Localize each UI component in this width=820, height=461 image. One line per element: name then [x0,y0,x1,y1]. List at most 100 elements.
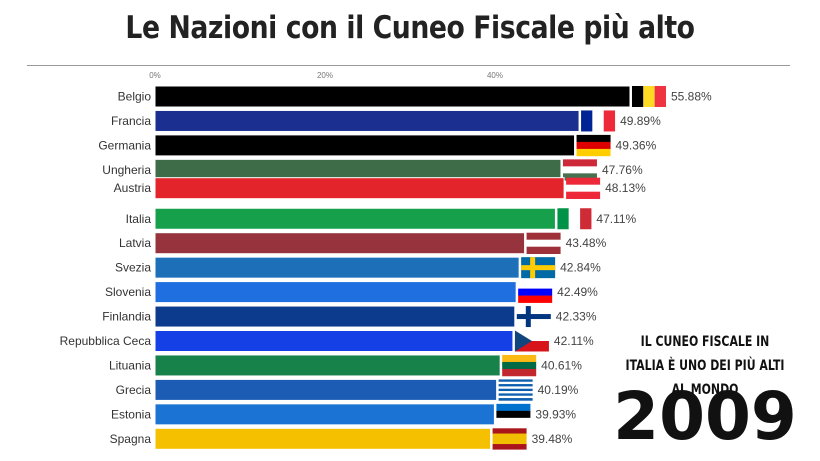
bar [154,354,501,377]
category-label: Belgio [118,90,152,104]
value-label: 40.19% [538,383,579,397]
flag-stripe [496,410,531,419]
category-label: Francia [111,114,151,128]
flag-stripe [498,388,533,392]
category-label: Slovenia [105,285,151,299]
flag-stripe [492,444,527,450]
flag-stripe [492,433,527,440]
flag-icon [516,306,551,328]
flag-stripe [557,208,569,230]
flag-icon [581,110,616,132]
category-label: Repubblica Ceca [60,334,152,348]
annotation-text: IL CUNEO FISCALE IN ITALIA È UNO DEI PIÙ… [625,334,785,398]
category-label: Germania [98,138,151,152]
flag-icon [526,232,561,254]
flag-stripe [576,134,611,143]
flag-stripe [576,141,611,150]
bar [154,305,516,328]
value-label: 39.93% [535,407,576,421]
flag-icon [498,379,533,401]
value-label: 48.13% [605,181,646,195]
value-label: 55.88% [671,90,712,104]
flag-stripe [562,159,597,167]
flag-stripe [576,148,611,157]
bar-row: Finlandia 42.33% [102,305,597,328]
flag-stripe [568,208,581,230]
flag-icon [518,281,553,303]
x-tick-label: 20% [317,71,333,80]
flag-stripe [518,288,553,296]
flag-triangle [514,330,532,352]
value-label: 47.76% [602,163,643,177]
flag-stripe [514,341,549,352]
flag-stripe [498,391,533,394]
bar [154,134,576,157]
bar-row: Svezia 42.84% [115,256,601,279]
flag-stripe [643,86,655,107]
bar [154,330,514,352]
flag-stripe [592,110,604,132]
flag-stripe [562,173,597,181]
bar-row: Ungheria 47.76% [102,158,643,181]
flag-cross [521,265,556,271]
flag-icon [566,177,601,199]
value-label: 40.61% [541,358,582,372]
flag-icon [576,134,611,157]
flag-icon [496,403,531,426]
category-label: Latvia [119,236,151,250]
value-label: 43.48% [566,236,607,250]
bar [154,207,556,230]
flag-stripe [498,379,533,383]
flag-icon [514,330,549,352]
value-label: 42.49% [557,285,598,299]
category-label: Estonia [111,407,151,421]
flag-stripe [526,246,561,254]
flag-stripe [498,384,533,387]
bar [154,378,498,401]
x-tick-label: 0% [149,71,161,80]
flag-stripe [502,368,537,377]
category-label: Svezia [115,261,151,275]
bar [154,281,517,304]
flag-stripe [518,281,553,289]
flag-stripe [603,110,616,132]
bar-row: Francia 49.89% [111,109,661,132]
category-label: Spagna [110,432,152,446]
flag-stripe [566,184,601,192]
bar-row: Germania 49.36% [98,134,657,157]
flag-stripe [498,381,533,385]
bar-row: Grecia 40.19% [116,378,579,401]
bar-row: Latvia 43.48% [119,232,607,255]
bar-row: Belgio 55.88% [118,85,712,108]
category-label: Finlandia [102,310,151,324]
flag-stripe [498,386,533,390]
bar-row: Estonia 39.93% [111,403,576,426]
value-label: 42.84% [560,261,601,275]
bar-row: Spagna 39.48% [110,427,573,450]
flag-stripe [566,177,601,185]
flag-stripe [496,417,531,426]
value-label: 47.11% [596,212,636,226]
bar-row: Repubblica Ceca 42.11% [60,330,594,352]
flag-stripe [514,330,549,341]
flag-icon [557,208,592,230]
flag-stripe [498,395,533,399]
flag-stripe [562,166,597,174]
category-label: Austria [114,181,152,195]
bar [154,256,520,279]
value-label: 49.36% [616,138,657,152]
bar [154,403,495,426]
x-tick-label: 40% [487,71,503,80]
bar-row: Italia 47.11% [126,207,637,230]
flag-icon [502,354,537,377]
category-label: Ungheria [102,163,151,177]
flag-stripe [502,354,537,363]
flag-stripe [526,239,561,247]
bar [154,109,580,132]
flag-cross [516,314,551,320]
flag-stripe [498,393,533,397]
flag-icon [492,428,527,450]
bar [154,85,631,108]
category-label: Italia [126,212,152,226]
